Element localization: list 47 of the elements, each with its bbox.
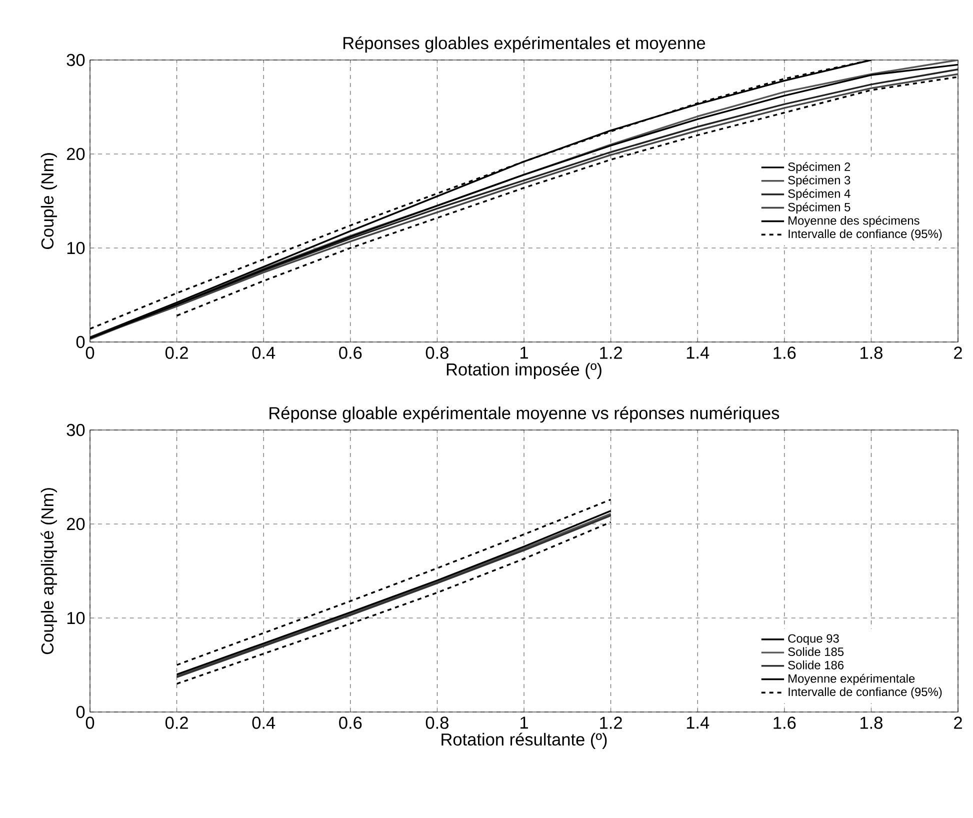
y-tick-label: 10	[67, 612, 85, 624]
x-tick-label: 0.8	[426, 346, 448, 359]
chart-title: Réponse gloable expérimentale moyenne vs réponses numériques	[270, 406, 780, 423]
x-tick-label: 2	[954, 346, 962, 359]
x-tick-label: 0.6	[339, 716, 362, 729]
legend-label: Spécimen 5	[788, 202, 850, 214]
legend-label: Spécimen 2	[788, 162, 850, 174]
x-tick-label: 1.6	[774, 716, 796, 729]
x-tick-label: 0.2	[165, 716, 188, 729]
legend-label: Coque 93	[788, 634, 839, 646]
x-tick-label: 0.8	[426, 716, 448, 729]
x-tick-label: 1.2	[600, 346, 622, 359]
x-tick-label: 0	[86, 716, 94, 729]
x-tick-label: 1.6	[774, 346, 796, 359]
legend-label: Moyenne expérimentale	[788, 674, 915, 686]
x-tick-label: 0.4	[252, 346, 276, 359]
x-tick-label: 0.2	[165, 346, 188, 359]
x-tick-label: 1	[520, 716, 528, 729]
x-tick-label: 0.4	[252, 716, 276, 729]
legend-label: Solide 186	[788, 660, 844, 670]
y-tick-label: 0	[76, 336, 85, 348]
legend-label: Intervalle de confiance (95%)	[788, 229, 942, 240]
x-tick-label: 1.8	[860, 346, 882, 359]
y-tick-label: 30	[66, 54, 85, 66]
y-tick-label: 0	[76, 706, 85, 718]
legend-label: Moyenne des spécimens	[788, 216, 920, 228]
x-tick-label: 1.2	[600, 716, 622, 729]
x-tick-label: 2	[954, 716, 962, 729]
y-tick-label: 10	[67, 242, 85, 254]
x-axis-title: Rotation résultante (º)	[442, 732, 607, 750]
legend-label: Spécimen 3	[788, 175, 850, 187]
legend-label: Spécimen 4	[788, 188, 850, 200]
legend-label: Solide 185	[788, 647, 844, 656]
x-tick-label: 0	[86, 346, 94, 359]
x-tick-label: 0.6	[339, 346, 362, 359]
y-tick-label: 20	[66, 518, 85, 530]
y-axis-title: Couple appliqué (Nm)	[40, 488, 57, 654]
x-tick-label: 1.4	[686, 346, 710, 359]
y-tick-label: 20	[66, 148, 85, 160]
x-tick-label: 1.4	[686, 716, 710, 729]
x-axis-title: Rotation imposée (º)	[446, 362, 602, 380]
x-tick-label: 1	[520, 346, 528, 359]
chart-title: Réponses gloables expérimentales et moyenne	[344, 36, 706, 53]
y-tick-label: 30	[66, 424, 85, 436]
y-axis-title: Couple (Nm)	[40, 153, 57, 250]
x-tick-label: 1.8	[860, 716, 882, 729]
legend-label: Intervalle de confiance (95%)	[788, 687, 942, 698]
